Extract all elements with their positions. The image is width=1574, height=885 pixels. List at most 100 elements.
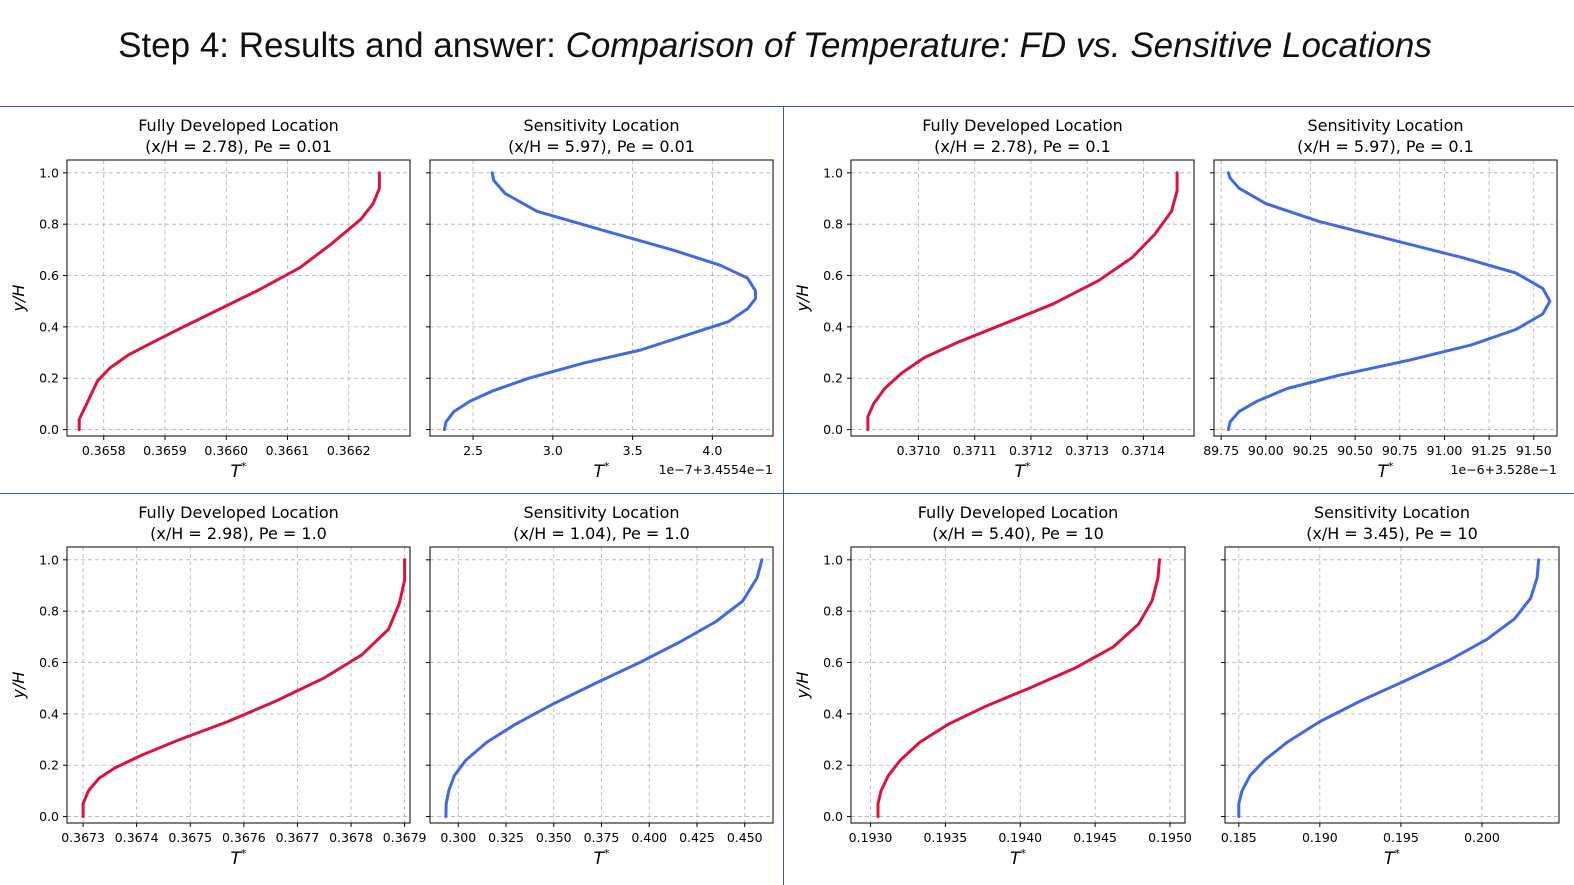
plot-frame xyxy=(66,546,411,824)
chart-8: 0.185 0.190 0.195 0.200 Sensitivity Location… xyxy=(1221,503,1560,869)
x-tick-label: 0.1935 xyxy=(923,830,967,845)
y-tick-label: 0.8 xyxy=(823,604,843,619)
x-axis-label: T* xyxy=(231,460,247,482)
y-axis-label: y/H xyxy=(793,672,812,700)
series-line xyxy=(81,558,407,819)
y-axis-label: y/H xyxy=(9,285,28,313)
y-axis-label: y/H xyxy=(9,672,28,700)
slide-title: Step 4: Results and answer: Comparison o… xyxy=(0,26,1550,66)
y-tick-label: 0.2 xyxy=(823,758,843,773)
chart-3: 0.3710 0.3711 0.3712 0.3713 0.3714 0.0 0.2 0.4 0… xyxy=(793,116,1195,482)
x-axis-label: T* xyxy=(231,847,247,869)
x-axis-label: T* xyxy=(1384,847,1400,869)
x-offset-label: 1e−6+3.528e−1 xyxy=(1451,462,1557,477)
y-tick-label: 0.2 xyxy=(39,758,59,773)
x-offset-label: 1e−7+3.4554e−1 xyxy=(659,462,773,477)
x-tick-label: 0.3711 xyxy=(953,443,997,458)
x-tick-label: 0.3674 xyxy=(115,830,159,845)
x-tick-label: 0.3676 xyxy=(222,830,266,845)
y-tick-label: 0.6 xyxy=(823,655,843,670)
y-tick-label: 0.8 xyxy=(39,217,59,232)
x-tick-label: 0.1950 xyxy=(1148,830,1192,845)
x-tick-label: 0.3658 xyxy=(82,443,126,458)
chart-1: 0.3658 0.3659 0.3660 0.3661 0.3662 0.0 0.2 0.4 0… xyxy=(9,116,411,482)
y-tick-label: 0.0 xyxy=(823,422,843,437)
x-tick-label: 91.50 xyxy=(1516,443,1552,458)
x-tick-label: 89.75 xyxy=(1203,443,1239,458)
chart-title-line: (x/H = 2.78), Pe = 0.01 xyxy=(145,137,332,156)
x-tick-label: 0.3660 xyxy=(204,443,248,458)
series-line xyxy=(442,171,757,432)
y-tick-label: 0.6 xyxy=(823,268,843,283)
plot-frame xyxy=(1213,159,1558,437)
y-tick-label: 0.0 xyxy=(39,422,59,437)
x-tick-label: 0.325 xyxy=(488,830,524,845)
chart-title-line: Sensitivity Location xyxy=(523,116,679,135)
x-tick-label: 0.300 xyxy=(440,830,476,845)
divider-middle xyxy=(0,493,1574,494)
chart-title-line: (x/H = 3.45), Pe = 10 xyxy=(1306,524,1478,543)
x-tick-label: 0.3714 xyxy=(1122,443,1166,458)
x-tick-label: 0.1945 xyxy=(1073,830,1117,845)
plot-frame xyxy=(850,159,1195,437)
x-axis-label: T* xyxy=(1010,847,1026,869)
y-tick-label: 1.0 xyxy=(39,165,59,180)
chart-title-line: Fully Developed Location xyxy=(918,503,1119,522)
x-tick-label: 90.25 xyxy=(1293,443,1329,458)
plot-frame xyxy=(66,159,411,437)
x-tick-label: 0.3673 xyxy=(61,830,105,845)
x-tick-label: 3.5 xyxy=(623,443,643,458)
x-axis-label: T* xyxy=(1378,460,1394,482)
x-tick-label: 91.00 xyxy=(1427,443,1463,458)
series-line xyxy=(876,558,1161,819)
x-tick-label: 0.3677 xyxy=(276,830,320,845)
chart-title-line: (x/H = 1.04), Pe = 1.0 xyxy=(513,524,690,543)
chart-6: 0.300 0.325 0.350 0.375 0.400 0.425 0.450 Sensi… xyxy=(426,503,774,869)
x-tick-label: 0.1930 xyxy=(849,830,893,845)
x-tick-label: 0.3678 xyxy=(329,830,373,845)
y-tick-label: 0.6 xyxy=(39,655,59,670)
x-tick-label: 0.3675 xyxy=(168,830,212,845)
x-tick-label: 0.3659 xyxy=(143,443,187,458)
x-tick-label: 0.190 xyxy=(1302,830,1338,845)
chart-title-line: (x/H = 5.40), Pe = 10 xyxy=(932,524,1104,543)
slide-title-italic: Comparison of Temperature: FD vs. Sensit… xyxy=(565,26,1432,65)
y-tick-label: 0.4 xyxy=(39,706,59,721)
y-tick-label: 1.0 xyxy=(823,552,843,567)
x-tick-label: 0.400 xyxy=(631,830,667,845)
x-tick-label: 0.425 xyxy=(679,830,715,845)
x-axis-label: T* xyxy=(594,847,610,869)
y-tick-label: 0.4 xyxy=(39,319,59,334)
y-tick-label: 0.0 xyxy=(39,809,59,824)
chart-title-line: (x/H = 2.98), Pe = 1.0 xyxy=(150,524,327,543)
x-tick-label: 90.00 xyxy=(1248,443,1284,458)
y-tick-label: 0.2 xyxy=(39,371,59,386)
x-tick-label: 0.185 xyxy=(1221,830,1257,845)
x-tick-label: 0.3662 xyxy=(327,443,371,458)
y-tick-label: 0.0 xyxy=(823,809,843,824)
y-tick-label: 1.0 xyxy=(823,165,843,180)
divider-vertical xyxy=(783,106,784,885)
plot-frame xyxy=(429,159,774,437)
y-axis-label: y/H xyxy=(793,285,812,313)
series-line xyxy=(77,171,381,432)
chart-title-line: Sensitivity Location xyxy=(1307,116,1463,135)
chart-title-line: Fully Developed Location xyxy=(138,503,339,522)
x-tick-label: 0.450 xyxy=(727,830,763,845)
plot-frame xyxy=(850,546,1186,824)
x-tick-label: 3.0 xyxy=(543,443,563,458)
chart-2: 2.5 3.0 3.5 4.0 1e−7+3.4554e−1 Sensitivity Lo… xyxy=(426,116,774,482)
y-tick-label: 0.6 xyxy=(39,268,59,283)
chart-title-line: Sensitivity Location xyxy=(523,503,679,522)
chart-title-line: Fully Developed Location xyxy=(922,116,1123,135)
x-tick-label: 4.0 xyxy=(702,443,722,458)
slide-title-plain: Step 4: Results and answer: xyxy=(118,26,566,65)
y-tick-label: 0.4 xyxy=(823,706,843,721)
y-tick-label: 0.8 xyxy=(823,217,843,232)
chart-title-line: (x/H = 5.97), Pe = 0.1 xyxy=(1297,137,1474,156)
chart-5: 0.3673 0.3674 0.3675 0.3676 0.3677 0.3678 0.36… xyxy=(9,503,427,869)
x-tick-label: 2.5 xyxy=(463,443,483,458)
chart-7: 0.1930 0.1935 0.1940 0.1945 0.1950 0.0 0.2 0.4 0… xyxy=(793,503,1192,869)
x-tick-label: 0.3661 xyxy=(266,443,310,458)
